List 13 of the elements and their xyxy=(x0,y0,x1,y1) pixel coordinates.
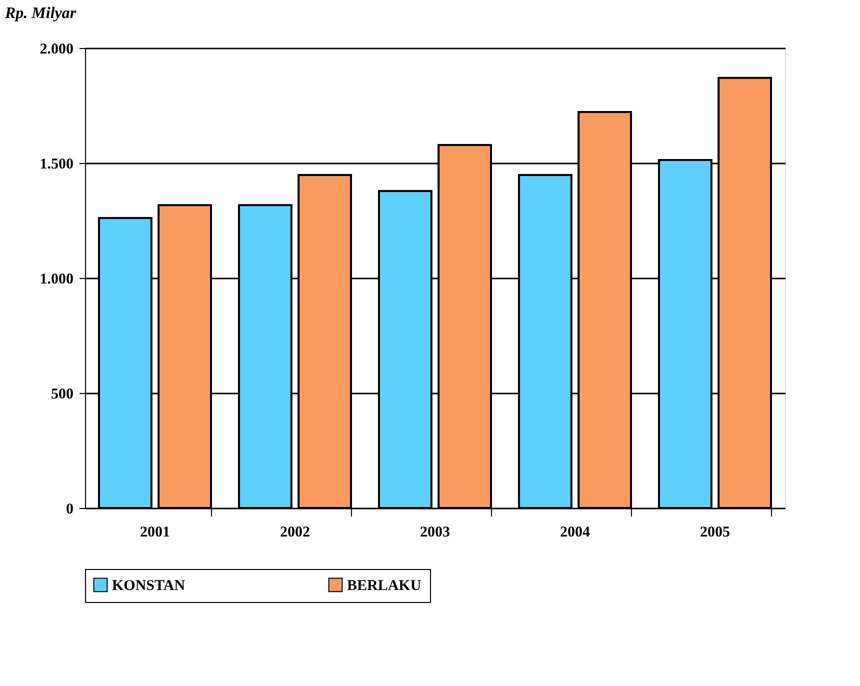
y-axis-title: Rp. Milyar xyxy=(4,5,77,22)
x-tick-label: 2001 xyxy=(140,524,170,540)
y-tick-label: 1.500 xyxy=(40,156,74,172)
x-tick-label: 2004 xyxy=(560,524,590,540)
y-tick-label: 2.000 xyxy=(40,42,74,58)
x-tick-label: 2005 xyxy=(700,524,730,540)
legend-label: BERLAKU xyxy=(347,578,422,594)
x-tick-label: 2002 xyxy=(280,524,310,540)
y-tick-label: 500 xyxy=(51,386,74,402)
x-tick-label: 2003 xyxy=(420,524,450,540)
y-tick-label: 0 xyxy=(66,502,74,518)
legend-label: KONSTAN xyxy=(112,578,186,594)
y-tick-label: 1.000 xyxy=(40,272,74,288)
